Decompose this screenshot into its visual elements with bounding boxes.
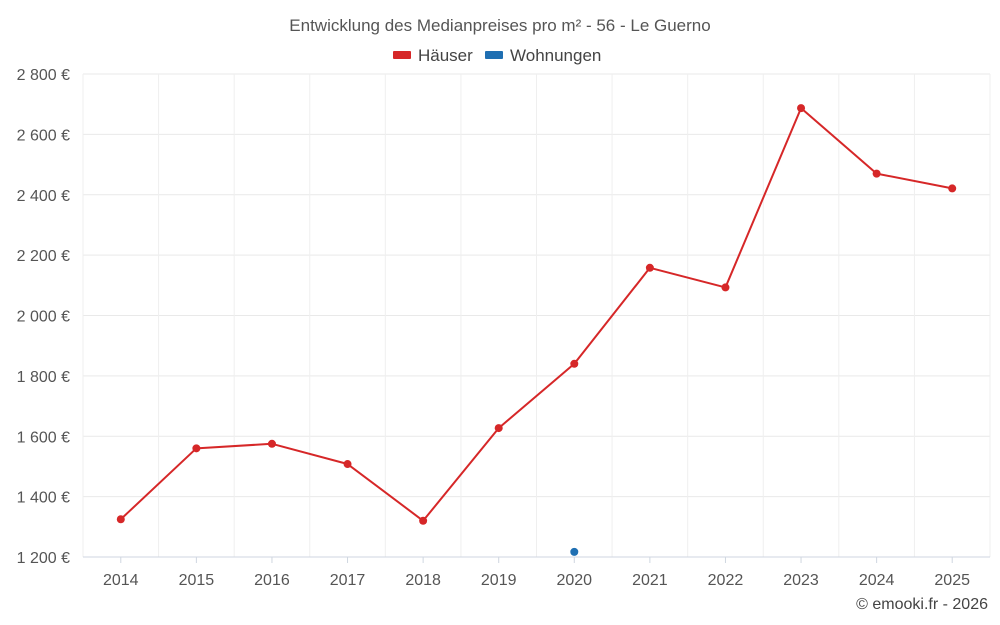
data-point-haeuser[interactable] xyxy=(948,184,957,193)
x-tick-label: 2024 xyxy=(859,572,895,589)
chart-title: Entwicklung des Medianpreises pro m² - 5… xyxy=(289,16,710,35)
data-point-wohnungen[interactable] xyxy=(570,547,579,556)
y-tick-label: 1 800 € xyxy=(17,369,70,386)
y-tick-label: 1 600 € xyxy=(17,429,70,446)
x-tick-label: 2020 xyxy=(556,572,592,589)
credit-text: © emooki.fr - 2026 xyxy=(856,596,988,613)
data-point-haeuser[interactable] xyxy=(721,283,730,292)
legend-label-wohnungen: Wohnungen xyxy=(510,46,601,65)
data-point-haeuser[interactable] xyxy=(872,169,881,178)
y-tick-label: 2 200 € xyxy=(17,248,70,265)
data-point-haeuser[interactable] xyxy=(494,424,503,433)
x-tick-label: 2023 xyxy=(783,572,819,589)
series-line-haeuser xyxy=(120,107,953,522)
x-tick-label: 2018 xyxy=(405,572,441,589)
y-tick-label: 2 400 € xyxy=(17,188,70,205)
legend-swatch-wohnungen xyxy=(485,51,503,59)
y-tick-label: 2 600 € xyxy=(17,127,70,144)
x-tick-label: 2015 xyxy=(179,572,215,589)
x-tick-label: 2021 xyxy=(632,572,668,589)
data-point-haeuser[interactable] xyxy=(343,460,352,469)
x-tick-label: 2019 xyxy=(481,572,517,589)
x-tick-label: 2014 xyxy=(103,572,139,589)
legend-item-haeuser[interactable]: Häuser xyxy=(393,46,473,65)
x-tick-label: 2025 xyxy=(934,572,970,589)
y-tick-label: 1 400 € xyxy=(17,490,70,507)
legend-item-wohnungen[interactable]: Wohnungen xyxy=(485,46,601,65)
data-point-haeuser[interactable] xyxy=(797,104,806,113)
y-tick-label: 2 800 € xyxy=(17,67,70,84)
data-point-haeuser[interactable] xyxy=(570,359,579,368)
x-tick-label: 2022 xyxy=(708,572,744,589)
y-tick-label: 1 200 € xyxy=(17,550,70,567)
legend-swatch-haeuser xyxy=(393,51,411,59)
x-tick-label: 2017 xyxy=(330,572,366,589)
data-point-haeuser[interactable] xyxy=(645,263,654,272)
data-point-haeuser[interactable] xyxy=(267,439,276,448)
y-tick-label: 2 000 € xyxy=(17,309,70,326)
data-point-haeuser[interactable] xyxy=(116,515,125,524)
data-point-haeuser[interactable] xyxy=(419,516,428,525)
legend: Häuser Wohnungen xyxy=(393,46,601,65)
legend-label-haeuser: Häuser xyxy=(418,46,473,65)
x-tick-label: 2016 xyxy=(254,572,290,589)
data-point-haeuser[interactable] xyxy=(192,444,201,453)
